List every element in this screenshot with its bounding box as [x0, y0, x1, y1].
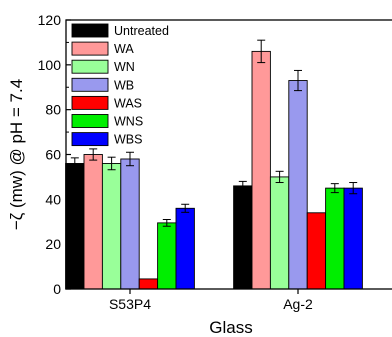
legend-label: WA	[114, 42, 134, 56]
bars-layer	[65, 50, 363, 290]
bar	[343, 187, 363, 290]
legend-label: WNS	[114, 115, 143, 129]
legend-label: Untreated	[114, 24, 169, 38]
x-tick-label: S53P4	[109, 296, 151, 312]
bar	[101, 163, 122, 290]
legend-label: WB	[114, 78, 134, 92]
bar	[83, 154, 103, 290]
y-axis: 0 20 40 60 80 100 120	[38, 12, 71, 297]
x-axis: S53P4 Ag-2	[109, 289, 313, 312]
bar	[157, 222, 177, 290]
legend-swatch	[71, 132, 109, 147]
bar	[269, 176, 290, 290]
y-tick-label: 40	[45, 191, 61, 207]
bar	[175, 207, 195, 290]
legend-swatch	[71, 59, 109, 74]
y-tick-label: 20	[45, 236, 61, 252]
bar	[65, 163, 85, 290]
legend-swatch	[71, 77, 109, 92]
legend-label: WAS	[114, 96, 142, 110]
x-tick-label: Ag-2	[283, 296, 313, 312]
bar	[233, 185, 253, 290]
bar	[325, 187, 345, 290]
legend-label: WBS	[114, 133, 142, 147]
legend-swatch	[71, 114, 109, 128]
legend-swatch	[71, 23, 109, 38]
y-tick-label: 0	[53, 281, 61, 297]
legend: Untreated WA WN WB WAS WNS WBS	[71, 23, 169, 147]
bar	[251, 50, 271, 290]
y-tick-label: 100	[38, 57, 62, 73]
legend-label: WN	[114, 60, 135, 74]
legend-swatch	[71, 41, 109, 56]
bar	[288, 80, 308, 290]
bar	[120, 158, 140, 290]
y-axis-title: −ζ (mw) @ pH = 7.4	[7, 79, 26, 230]
x-axis-title: Glass	[209, 318, 252, 337]
legend-swatch	[71, 95, 109, 110]
y-tick-label: 60	[45, 147, 61, 163]
y-tick-label: 80	[45, 102, 61, 118]
bar	[138, 278, 159, 290]
bar	[306, 212, 327, 290]
y-tick-label: 120	[38, 12, 62, 28]
errorbars-layer	[70, 39, 358, 227]
